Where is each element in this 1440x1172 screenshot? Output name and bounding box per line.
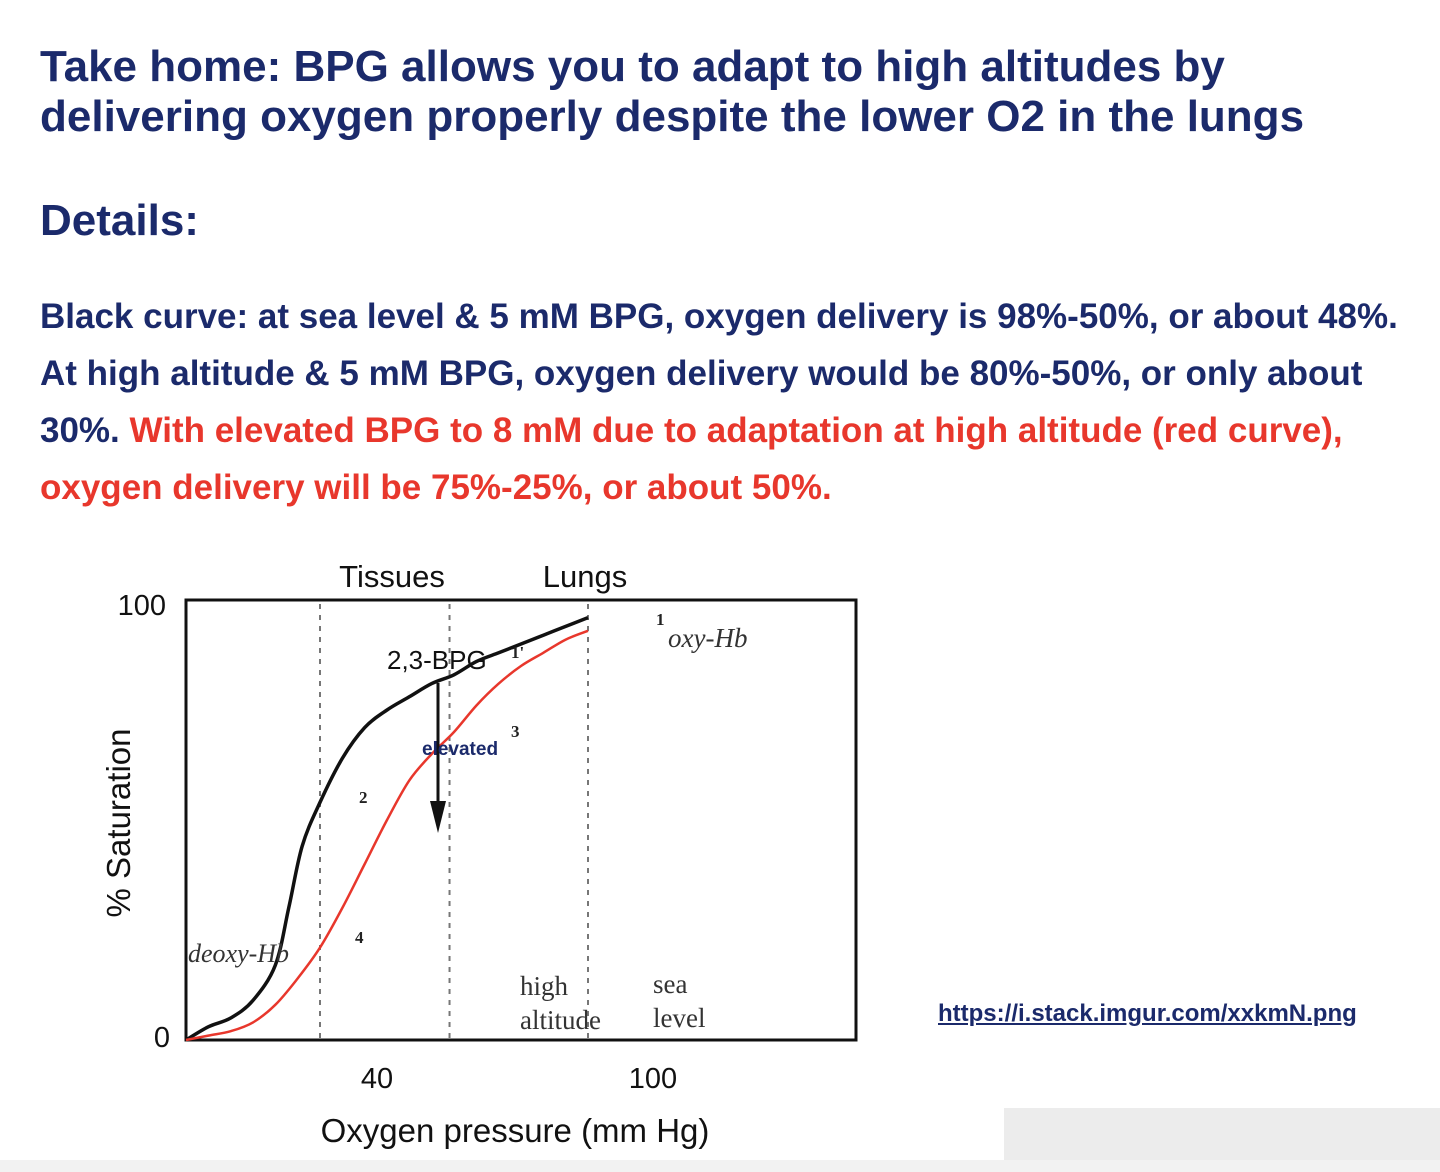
- oxygen-saturation-chart: Tissues Lungs 100 0 40 100 Oxygen pressu…: [100, 559, 858, 1149]
- details-heading: Details:: [40, 196, 199, 245]
- y-tick-label: 100: [118, 590, 166, 622]
- slide-title: Take home: BPG allows you to adapt to hi…: [40, 42, 1420, 142]
- point-label-1-prime: 1': [511, 643, 524, 662]
- point-label-1: 1: [656, 610, 665, 629]
- black-curve-series: [185, 615, 589, 1042]
- paragraph-red-text: With elevated BPG to 8 mM due to adaptat…: [40, 411, 1343, 507]
- high-altitude-label-2: altitude: [520, 1005, 601, 1035]
- x-tick-label: 100: [629, 1063, 677, 1095]
- tissues-label: Tissues: [339, 559, 445, 594]
- source-link[interactable]: https://i.stack.imgur.com/xxkmN.png: [938, 1000, 1357, 1027]
- elevated-label: elevated: [422, 739, 498, 760]
- point-label-2: 2: [359, 788, 368, 807]
- x-tick-label: 40: [361, 1063, 393, 1095]
- y-axis-label: % Saturation: [100, 729, 137, 918]
- details-paragraph: Black curve: at sea level & 5 mM BPG, ox…: [40, 288, 1420, 516]
- point-label-4: 4: [355, 928, 364, 947]
- y-tick-label: 0: [154, 1022, 170, 1054]
- curves: [185, 615, 589, 1042]
- sea-level-label-2: level: [653, 1003, 705, 1033]
- bpg-arrowhead: [430, 801, 446, 833]
- paragraph-black-text: Black curve: at sea level & 5 mM BPG, ox…: [40, 297, 1398, 450]
- plot-frame: [184, 598, 858, 1042]
- bpg-arrow-label: 2,3-BPG: [387, 645, 487, 675]
- title-line-1: Take home: BPG allows you to adapt to hi…: [40, 42, 1225, 91]
- high-altitude-label-1: high: [520, 971, 569, 1001]
- red-curve-series: [185, 629, 589, 1042]
- lungs-label: Lungs: [543, 559, 627, 594]
- deoxy-hb-label: deoxy-Hb: [188, 939, 289, 968]
- x-axis-label: Oxygen pressure (mm Hg): [321, 1112, 710, 1149]
- oxy-hb-label: oxy-Hb: [668, 623, 747, 653]
- title-line-2: delivering oxygen properly despite the l…: [40, 92, 1305, 141]
- sea-level-label-1: sea: [653, 969, 687, 999]
- point-label-3: 3: [511, 722, 520, 741]
- bottom-strip: [0, 1160, 1440, 1172]
